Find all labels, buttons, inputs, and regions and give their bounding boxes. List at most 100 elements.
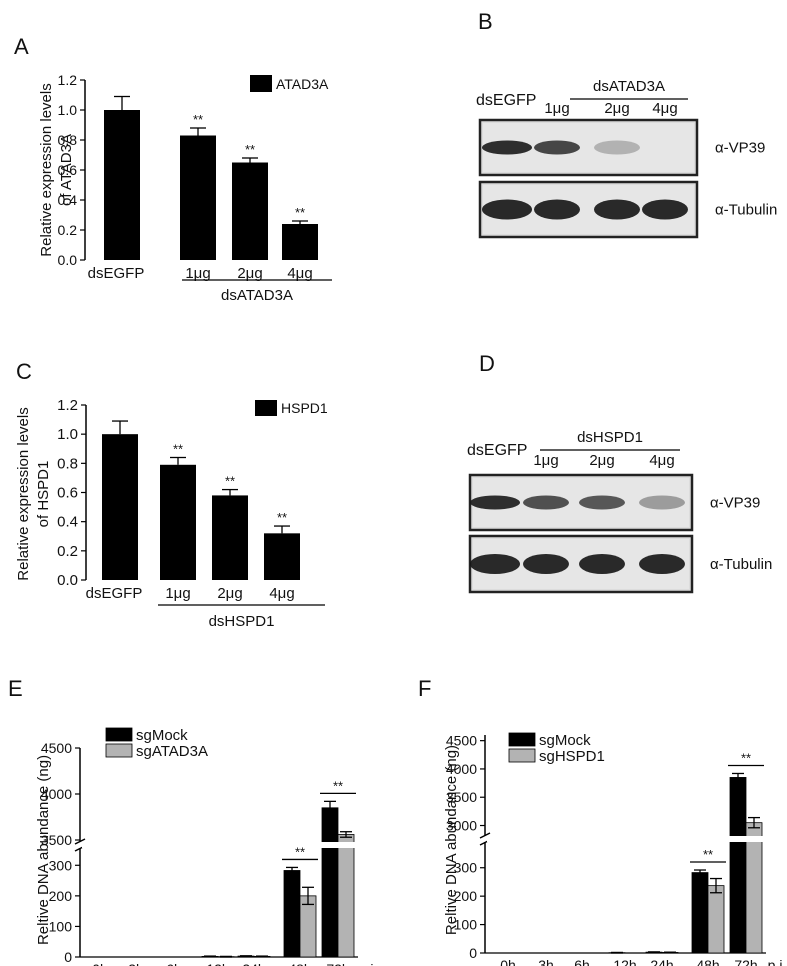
legend-label: sgMock xyxy=(539,732,591,749)
bar xyxy=(180,135,216,260)
y-tick-label: 0.4 xyxy=(58,192,78,208)
x-tick-label: 48h xyxy=(696,957,719,966)
y-tick-label: 1.2 xyxy=(57,397,78,414)
y-tick-label: 200 xyxy=(454,888,478,904)
dose-label: 1μg xyxy=(544,100,569,117)
legend-swatch xyxy=(105,743,133,758)
legend-swatch xyxy=(508,732,536,747)
y-axis-label: Relative expression levels xyxy=(15,407,32,580)
bar-sgATAD3A xyxy=(337,834,355,958)
y-tick-label: 0 xyxy=(469,945,477,961)
break-band xyxy=(487,836,768,842)
control-label: dsEGFP xyxy=(467,442,527,459)
y-tick-label: 0.4 xyxy=(57,514,78,531)
y-tick-label: 4500 xyxy=(446,733,477,749)
x-tick-label: 0h xyxy=(500,957,516,966)
y-tick-label: 300 xyxy=(454,860,478,876)
blot-band xyxy=(523,554,569,574)
blot-band xyxy=(470,554,520,574)
legend-label: sgMock xyxy=(136,727,188,744)
y-tick-label: 0.0 xyxy=(58,252,78,268)
y-tick-label: 3000 xyxy=(446,818,477,834)
blot-band xyxy=(594,140,640,155)
legend-swatch xyxy=(250,75,272,92)
panel-letter: A xyxy=(14,34,29,59)
blot-band xyxy=(482,140,532,155)
y-tick-label: 4000 xyxy=(41,786,72,802)
blot-row-label: α-VP39 xyxy=(710,495,760,512)
y-tick-label: 200 xyxy=(49,888,73,904)
blot-row-label: α-Tubulin xyxy=(710,556,772,573)
y-axis-label: of ATAD3A xyxy=(58,134,75,206)
bar xyxy=(212,495,248,580)
x-tick-label: 24h xyxy=(242,961,265,966)
bar-sgMock xyxy=(321,807,339,958)
x-tick-label: 72h xyxy=(734,957,757,966)
dose-label: 1μg xyxy=(533,452,558,469)
x-tick-label: dsEGFP xyxy=(88,265,145,282)
legend-label: ATAD3A xyxy=(276,76,329,92)
x-suffix-label: p.i. xyxy=(359,961,378,966)
panel-letter: F xyxy=(418,676,431,701)
blot-band xyxy=(579,554,625,574)
significance-label: ** xyxy=(193,112,203,127)
x-tick-label: 12h xyxy=(613,957,636,966)
significance-label: ** xyxy=(225,474,235,489)
legend-swatch xyxy=(105,727,133,742)
significance-label: ** xyxy=(741,750,751,765)
bar-sgMock xyxy=(729,777,747,954)
y-tick-label: 0.0 xyxy=(57,572,78,589)
x-tick-label: 6h xyxy=(166,961,182,966)
y-tick-label: 1.2 xyxy=(58,72,78,88)
x-tick-label: 2μg xyxy=(237,265,262,282)
x-tick-label: 4μg xyxy=(269,585,294,602)
panel-letter: D xyxy=(479,351,495,376)
significance-label: ** xyxy=(295,844,305,859)
x-tick-label: 12h xyxy=(206,961,229,966)
blot-row-label: α-VP39 xyxy=(715,140,765,157)
dose-label: 4μg xyxy=(652,100,677,117)
panel-letter: E xyxy=(8,676,23,701)
y-axis-label: Relative expression levels xyxy=(38,83,55,256)
x-tick-label: 1μg xyxy=(185,265,210,282)
blot-band xyxy=(639,554,685,574)
bar xyxy=(232,162,268,260)
blot-band xyxy=(639,495,685,510)
significance-label: ** xyxy=(703,847,713,862)
group-label: dsHSPD1 xyxy=(577,429,643,446)
x-suffix-label: p.i. xyxy=(768,957,787,966)
blot-band xyxy=(579,495,625,510)
bar xyxy=(102,434,138,580)
dose-label: 4μg xyxy=(649,452,674,469)
x-tick-label: 0h xyxy=(92,961,108,966)
panel-C: C 0.0 0.2 0.4 0.6 0.8 1.0 1.2 Relative expressio… xyxy=(15,359,328,630)
x-tick-label: 24h xyxy=(650,957,673,966)
y-tick-label: 3500 xyxy=(446,789,477,805)
group-label: dsHSPD1 xyxy=(209,613,275,630)
dose-label: 2μg xyxy=(589,452,614,469)
y-tick-label: 0.6 xyxy=(57,485,78,502)
group-label: dsATAD3A xyxy=(593,78,665,95)
significance-label: ** xyxy=(277,510,287,525)
legend-label: HSPD1 xyxy=(281,400,328,416)
panel-letter: C xyxy=(16,359,32,384)
blot-band xyxy=(642,199,688,220)
y-axis-label: Reltive DNA abundance (ng) xyxy=(443,745,460,935)
blot-band xyxy=(534,140,580,155)
dose-label: 2μg xyxy=(604,100,629,117)
y-tick-label: 0.2 xyxy=(57,543,78,560)
break-band xyxy=(82,842,360,848)
x-tick-label: 1μg xyxy=(165,585,190,602)
legend-swatch xyxy=(508,748,536,763)
group-label: dsATAD3A xyxy=(221,287,293,304)
legend-swatch xyxy=(255,400,277,416)
bar-sgMock xyxy=(691,872,709,954)
blot-band xyxy=(594,199,640,220)
control-label: dsEGFP xyxy=(476,92,536,109)
bar-sgHSPD1 xyxy=(707,885,725,954)
y-tick-label: 4000 xyxy=(446,761,477,777)
significance-label: ** xyxy=(245,142,255,157)
